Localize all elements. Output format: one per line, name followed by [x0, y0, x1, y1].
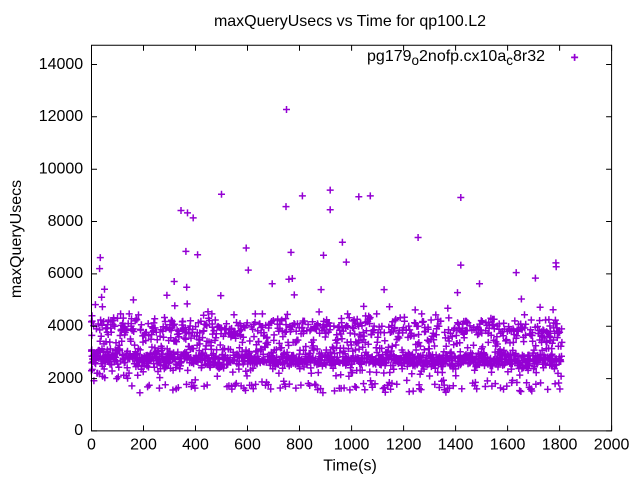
- svg-text:0: 0: [87, 437, 96, 454]
- svg-text:12000: 12000: [39, 108, 84, 125]
- svg-text:maxQueryUsecs vs Time for qp10: maxQueryUsecs vs Time for qp100.L2: [214, 13, 486, 30]
- svg-text:800: 800: [286, 437, 313, 454]
- svg-text:1400: 1400: [438, 437, 474, 454]
- svg-text:0: 0: [74, 422, 83, 439]
- svg-text:4000: 4000: [48, 318, 84, 335]
- svg-text:1000: 1000: [334, 437, 370, 454]
- svg-text:6000: 6000: [48, 265, 84, 282]
- svg-text:1600: 1600: [490, 437, 526, 454]
- svg-text:1800: 1800: [542, 437, 578, 454]
- svg-text:1200: 1200: [386, 437, 422, 454]
- svg-text:Time(s): Time(s): [323, 458, 377, 475]
- svg-text:maxQueryUsecs: maxQueryUsecs: [8, 180, 25, 298]
- svg-text:600: 600: [234, 437, 261, 454]
- svg-text:200: 200: [130, 437, 157, 454]
- svg-text:400: 400: [182, 437, 209, 454]
- svg-text:14000: 14000: [39, 56, 84, 73]
- svg-text:2000: 2000: [594, 437, 630, 454]
- svg-text:pg179o2nofp.cx10ac8r32: pg179o2nofp.cx10ac8r32: [367, 48, 545, 68]
- svg-text:10000: 10000: [39, 161, 84, 178]
- svg-text:2000: 2000: [48, 370, 84, 387]
- svg-text:8000: 8000: [48, 213, 84, 230]
